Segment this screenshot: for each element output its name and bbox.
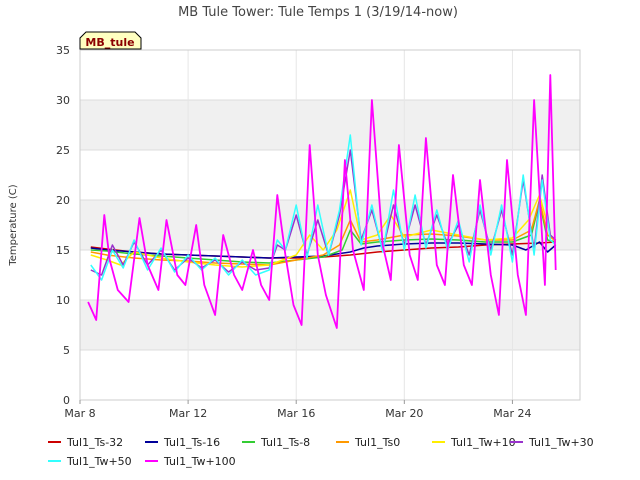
legend-item-Tul1_Ts-8: Tul1_Ts-8 <box>242 436 310 449</box>
legend-label: Tul1_Ts-8 <box>260 436 310 449</box>
legend-label: Tul1_Ts-16 <box>163 436 220 449</box>
legend-item-Tul1_Ts0: Tul1_Ts0 <box>336 436 400 449</box>
legend-label: Tul1_Tw+100 <box>163 455 236 468</box>
x-tick-label: Mar 16 <box>277 407 315 420</box>
plot-series <box>87 74 557 329</box>
y-tick-label: 30 <box>56 94 70 107</box>
x-tick-label: Mar 8 <box>64 407 95 420</box>
legend-item-Tul1_Tw+10: Tul1_Tw+10 <box>432 436 516 449</box>
series-line-Tul1_Tw+30 <box>90 149 557 276</box>
y-tick-label: 35 <box>56 44 70 57</box>
series-line-Tul1_Ts-16 <box>90 241 557 259</box>
station-badge-shape <box>79 31 142 50</box>
y-axis-ticks: 0 5 10 15 20 25 30 35 <box>56 44 70 407</box>
y-tick-label: 15 <box>56 244 70 257</box>
plot-band <box>80 100 580 150</box>
y-tick-label: 0 <box>63 394 70 407</box>
plot-frame <box>79 49 581 401</box>
x-tick-label: Mar 24 <box>493 407 531 420</box>
legend-item-Tul1_Ts-16: Tul1_Ts-16 <box>145 436 220 449</box>
y-tick-label: 5 <box>63 344 70 357</box>
y-tick-label: 20 <box>56 194 70 207</box>
legend-label: Tul1_Tw+30 <box>528 436 594 449</box>
series-line-Tul1_Tw+50 <box>90 134 557 281</box>
station-badge: MB_tule <box>79 31 142 50</box>
legend-label: Tul1_Ts-32 <box>66 436 123 449</box>
station-badge-label: MB_tule <box>85 36 134 49</box>
legend-item-Tul1_Tw+50: Tul1_Tw+50 <box>48 455 132 468</box>
y-tick-label: 25 <box>56 144 70 157</box>
series-line-Tul1_Tw+100 <box>87 74 557 329</box>
chart-title: MB Tule Tower: Tule Temps 1 (3/19/14-now… <box>178 5 458 20</box>
legend: Tul1_Ts-32 Tul1_Ts-16 Tul1_Ts-8 Tul1_Ts0 Tul… <box>48 436 594 468</box>
legend-item-Tul1_Ts-32: Tul1_Ts-32 <box>48 436 123 449</box>
legend-label: Tul1_Ts0 <box>354 436 400 449</box>
y-axis-label: Temperature (C) <box>8 184 19 266</box>
x-tick-label: Mar 12 <box>169 407 207 420</box>
legend-label: Tul1_Tw+50 <box>66 455 132 468</box>
x-tick-label: Mar 20 <box>385 407 423 420</box>
x-axis-ticks: Mar 8 Mar 12 Mar 16 Mar 20 Mar 24 <box>64 400 532 420</box>
legend-label: Tul1_Tw+10 <box>450 436 516 449</box>
y-tick-label: 10 <box>56 294 70 307</box>
legend-item-Tul1_Tw+30: Tul1_Tw+30 <box>510 436 594 449</box>
legend-item-Tul1_Tw+100: Tul1_Tw+100 <box>145 455 236 468</box>
